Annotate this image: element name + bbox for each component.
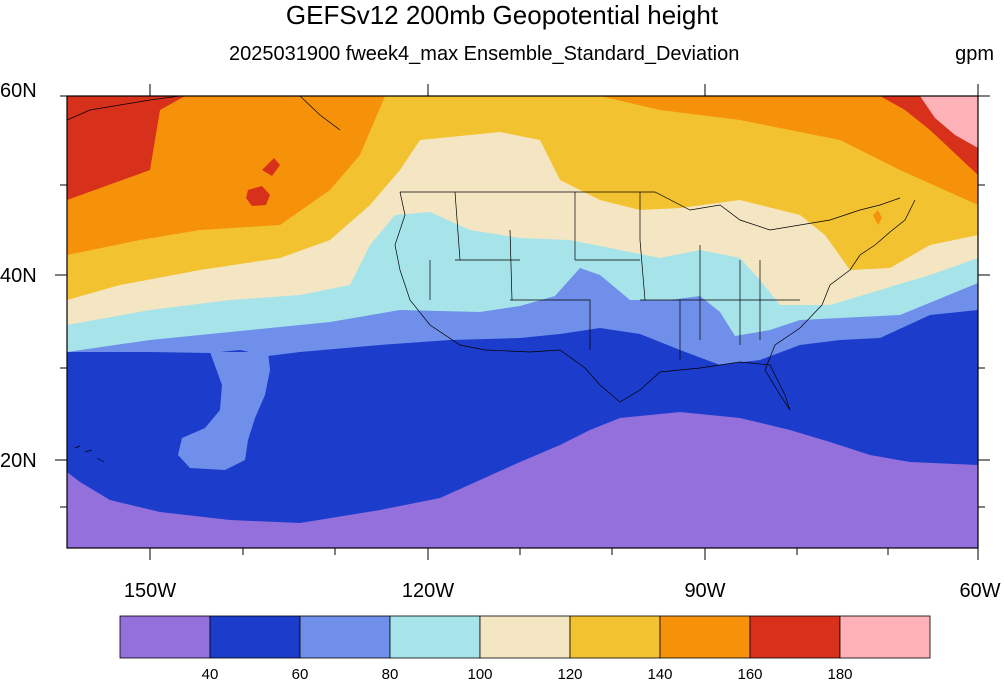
alaska-coast bbox=[67, 96, 341, 131]
colorbar bbox=[119, 615, 931, 659]
colorbar-swatch-8 bbox=[839, 615, 931, 659]
colorbar-label-100: 100 bbox=[467, 666, 493, 683]
units-label: gpm bbox=[955, 43, 994, 65]
contour-patch-140-160 bbox=[873, 210, 882, 225]
chart-subtitle: 2025031900 fweek4_max Ensemble_Standard_… bbox=[229, 43, 740, 65]
contour-band-180-plus bbox=[920, 96, 978, 148]
colorbar-label-40: 40 bbox=[201, 666, 219, 683]
colorbar-label-60: 60 bbox=[291, 666, 309, 683]
colorbar-label-140: 140 bbox=[647, 666, 673, 683]
lon-label-90w: 90W bbox=[684, 580, 726, 602]
lat-label-40n: 40N bbox=[0, 265, 37, 287]
colorbar-swatch-3 bbox=[389, 615, 481, 659]
lat-label-60n: 60N bbox=[0, 80, 37, 102]
chart-title: GEFSv12 200mb Geopotential height bbox=[285, 0, 719, 30]
lon-label-60w: 60W bbox=[959, 580, 1001, 602]
colorbar-label-80: 80 bbox=[381, 666, 399, 683]
colorbar-label-160: 160 bbox=[737, 666, 763, 683]
colorbar-label-120: 120 bbox=[557, 666, 583, 683]
us-canada-border bbox=[400, 191, 901, 231]
lon-label-120w: 120W bbox=[401, 580, 455, 602]
colorbar-swatch-7 bbox=[749, 615, 841, 659]
contour-patch-160-180 bbox=[246, 158, 280, 206]
colorbar-label-180: 180 bbox=[827, 666, 853, 683]
contour-fill-layer bbox=[67, 96, 978, 548]
hawaii-islands bbox=[74, 445, 105, 463]
colorbar-swatch-5 bbox=[569, 615, 661, 659]
contour-band-20-40 bbox=[67, 412, 978, 548]
state-lines bbox=[429, 191, 800, 360]
colorbar-swatch-6 bbox=[659, 615, 751, 659]
colorbar-swatch-1 bbox=[209, 615, 301, 659]
map-frame bbox=[66, 95, 979, 549]
us-coastline bbox=[394, 191, 916, 411]
boundary-layer bbox=[67, 96, 916, 463]
contour-band-60-80-tongue bbox=[178, 352, 270, 470]
colorbar-swatch-0 bbox=[119, 615, 211, 659]
colorbar-swatch-2 bbox=[299, 615, 391, 659]
lat-label-20n: 20N bbox=[0, 450, 37, 472]
axis-ticks bbox=[55, 84, 990, 560]
lon-label-150w: 150W bbox=[123, 580, 177, 602]
colorbar-swatch-4 bbox=[479, 615, 571, 659]
